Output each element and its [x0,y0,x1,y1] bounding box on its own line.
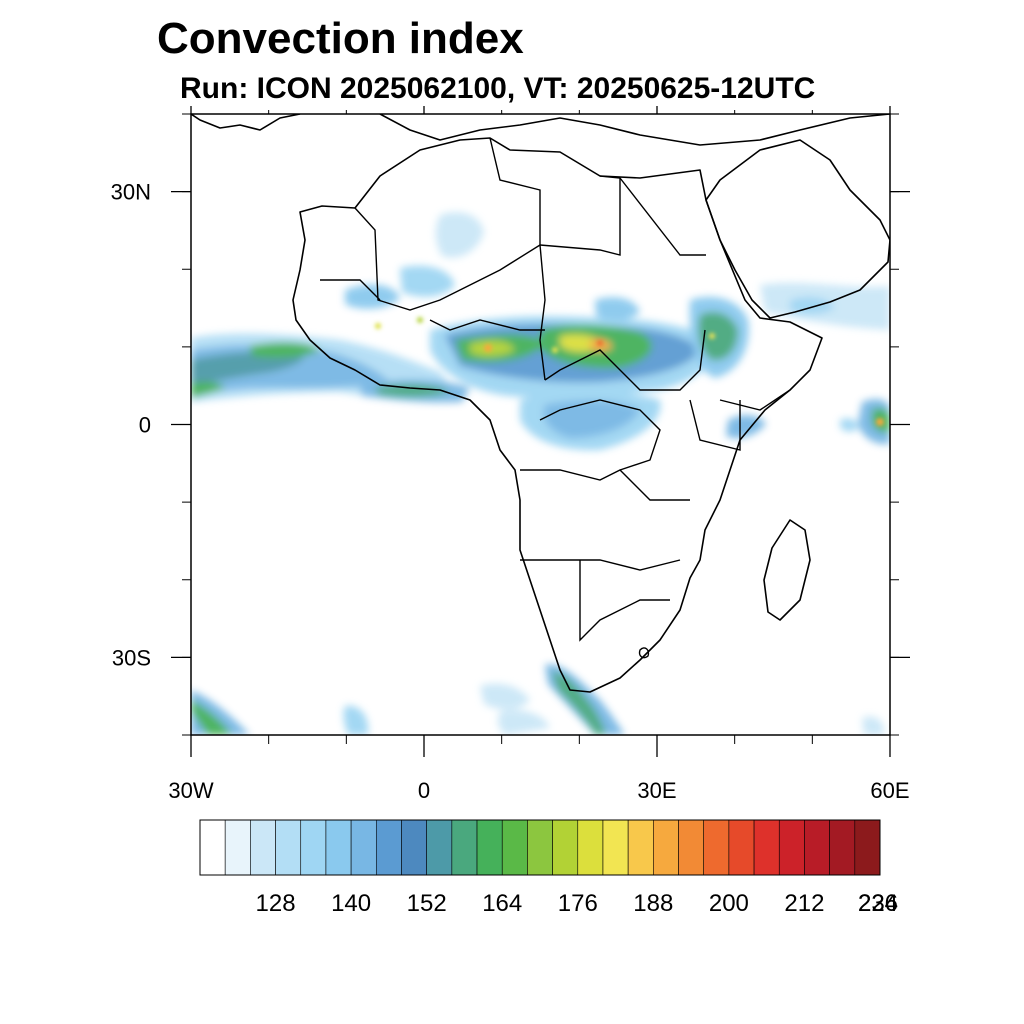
x-tick-label: 30E [637,778,676,803]
colorbar-label: 128 [256,890,296,917]
y-tick-label: 0 [139,413,151,438]
colorbar-label: 212 [784,890,824,917]
colorbar-swatch [199,819,226,876]
map-frame: 30W 0 30E 60E 30N 0 30S [111,106,910,803]
y-axis-ticks: 30N 0 30S [111,180,910,670]
coastline-layer [191,114,890,693]
colorbar-swatch [325,819,352,876]
colorbar-label: 236 [858,890,898,917]
colorbar-swatch [602,819,629,876]
x-tick-label: 30W [168,778,213,803]
colorbar-label: 188 [633,890,673,917]
colorbar-swatch [577,819,604,876]
chart-subtitle: Run: ICON 2025062100, VT: 20250625-12UTC [180,72,816,105]
y-tick-label: 30N [111,180,151,205]
colorbar-swatch [728,819,755,876]
colorbar-outline [199,819,881,876]
madagascar-coastline [763,519,811,621]
x-tick-label: 0 [418,778,430,803]
colorbar-swatch [753,819,780,876]
colorbar-label: 140 [331,890,371,917]
country-borders [320,137,791,659]
colorbar-label: 176 [558,890,598,917]
colorbar-swatch [678,819,705,876]
arabia-coastline [705,139,890,319]
colorbar-label: 200 [709,890,749,917]
colorbar-swatch [627,819,654,876]
colorbar-swatch [829,819,856,876]
colorbar-swatch [275,819,302,876]
colorbar-swatch [854,819,881,876]
colorbar-swatch [350,819,377,876]
iberia-coastline [191,114,301,131]
colorbar-swatch [527,819,553,876]
colorbar-swatch [501,819,528,876]
colorbar-swatch [476,819,503,876]
colorbar-swatch [426,819,453,876]
colorbar-swatch [778,819,805,876]
chart-title: Convection index [157,14,524,63]
x-axis-ticks: 30W 0 30E 60E [168,106,910,803]
colorbar-swatch [224,819,251,876]
y-tick-label: 30S [112,645,151,670]
colorbar-swatch [804,819,830,876]
colorbar-swatch [300,819,327,876]
colorbar-swatch [552,819,579,876]
colorbar-label: 224 [858,890,898,917]
minor-ticks [182,110,899,744]
x-tick-label: 60E [870,778,909,803]
africa-coastline [292,137,823,693]
colorbar-swatch [401,819,427,876]
colorbar-swatch [250,819,276,876]
mediterranean-north-coastline [379,114,890,146]
colorbar-label: 152 [407,890,447,917]
colorbar-swatch [451,819,478,876]
colorbar-label: 164 [482,890,522,917]
colorbar-swatch [653,819,679,876]
colorbar-swatch [703,819,730,876]
colorbar-swatch [375,819,402,876]
